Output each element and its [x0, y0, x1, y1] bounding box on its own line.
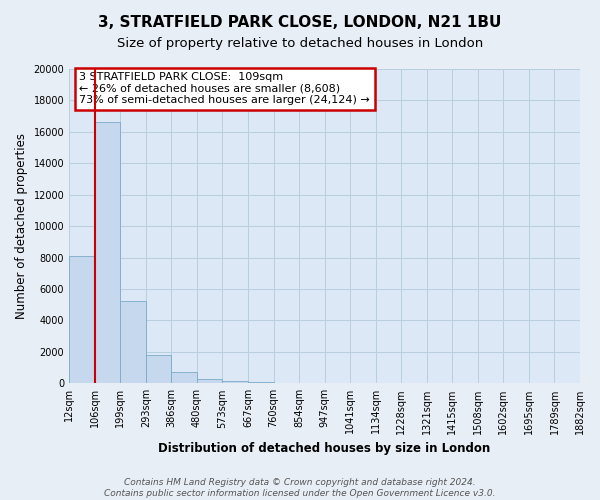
Text: 3, STRATFIELD PARK CLOSE, LONDON, N21 1BU: 3, STRATFIELD PARK CLOSE, LONDON, N21 1B… [98, 15, 502, 30]
Bar [172, 372, 197, 384]
Text: Size of property relative to detached houses in London: Size of property relative to detached ho… [117, 38, 483, 51]
X-axis label: Distribution of detached houses by size in London: Distribution of detached houses by size … [158, 442, 491, 455]
Bar [69, 256, 95, 384]
Text: 3 STRATFIELD PARK CLOSE:  109sqm
← 26% of detached houses are smaller (8,608)
73: 3 STRATFIELD PARK CLOSE: 109sqm ← 26% of… [79, 72, 370, 106]
Text: Contains HM Land Registry data © Crown copyright and database right 2024.
Contai: Contains HM Land Registry data © Crown c… [104, 478, 496, 498]
Bar [146, 355, 172, 384]
Bar [95, 122, 120, 384]
Bar [223, 382, 248, 384]
Bar [248, 382, 274, 384]
Bar [197, 379, 223, 384]
Bar [120, 301, 146, 384]
Y-axis label: Number of detached properties: Number of detached properties [15, 133, 28, 319]
